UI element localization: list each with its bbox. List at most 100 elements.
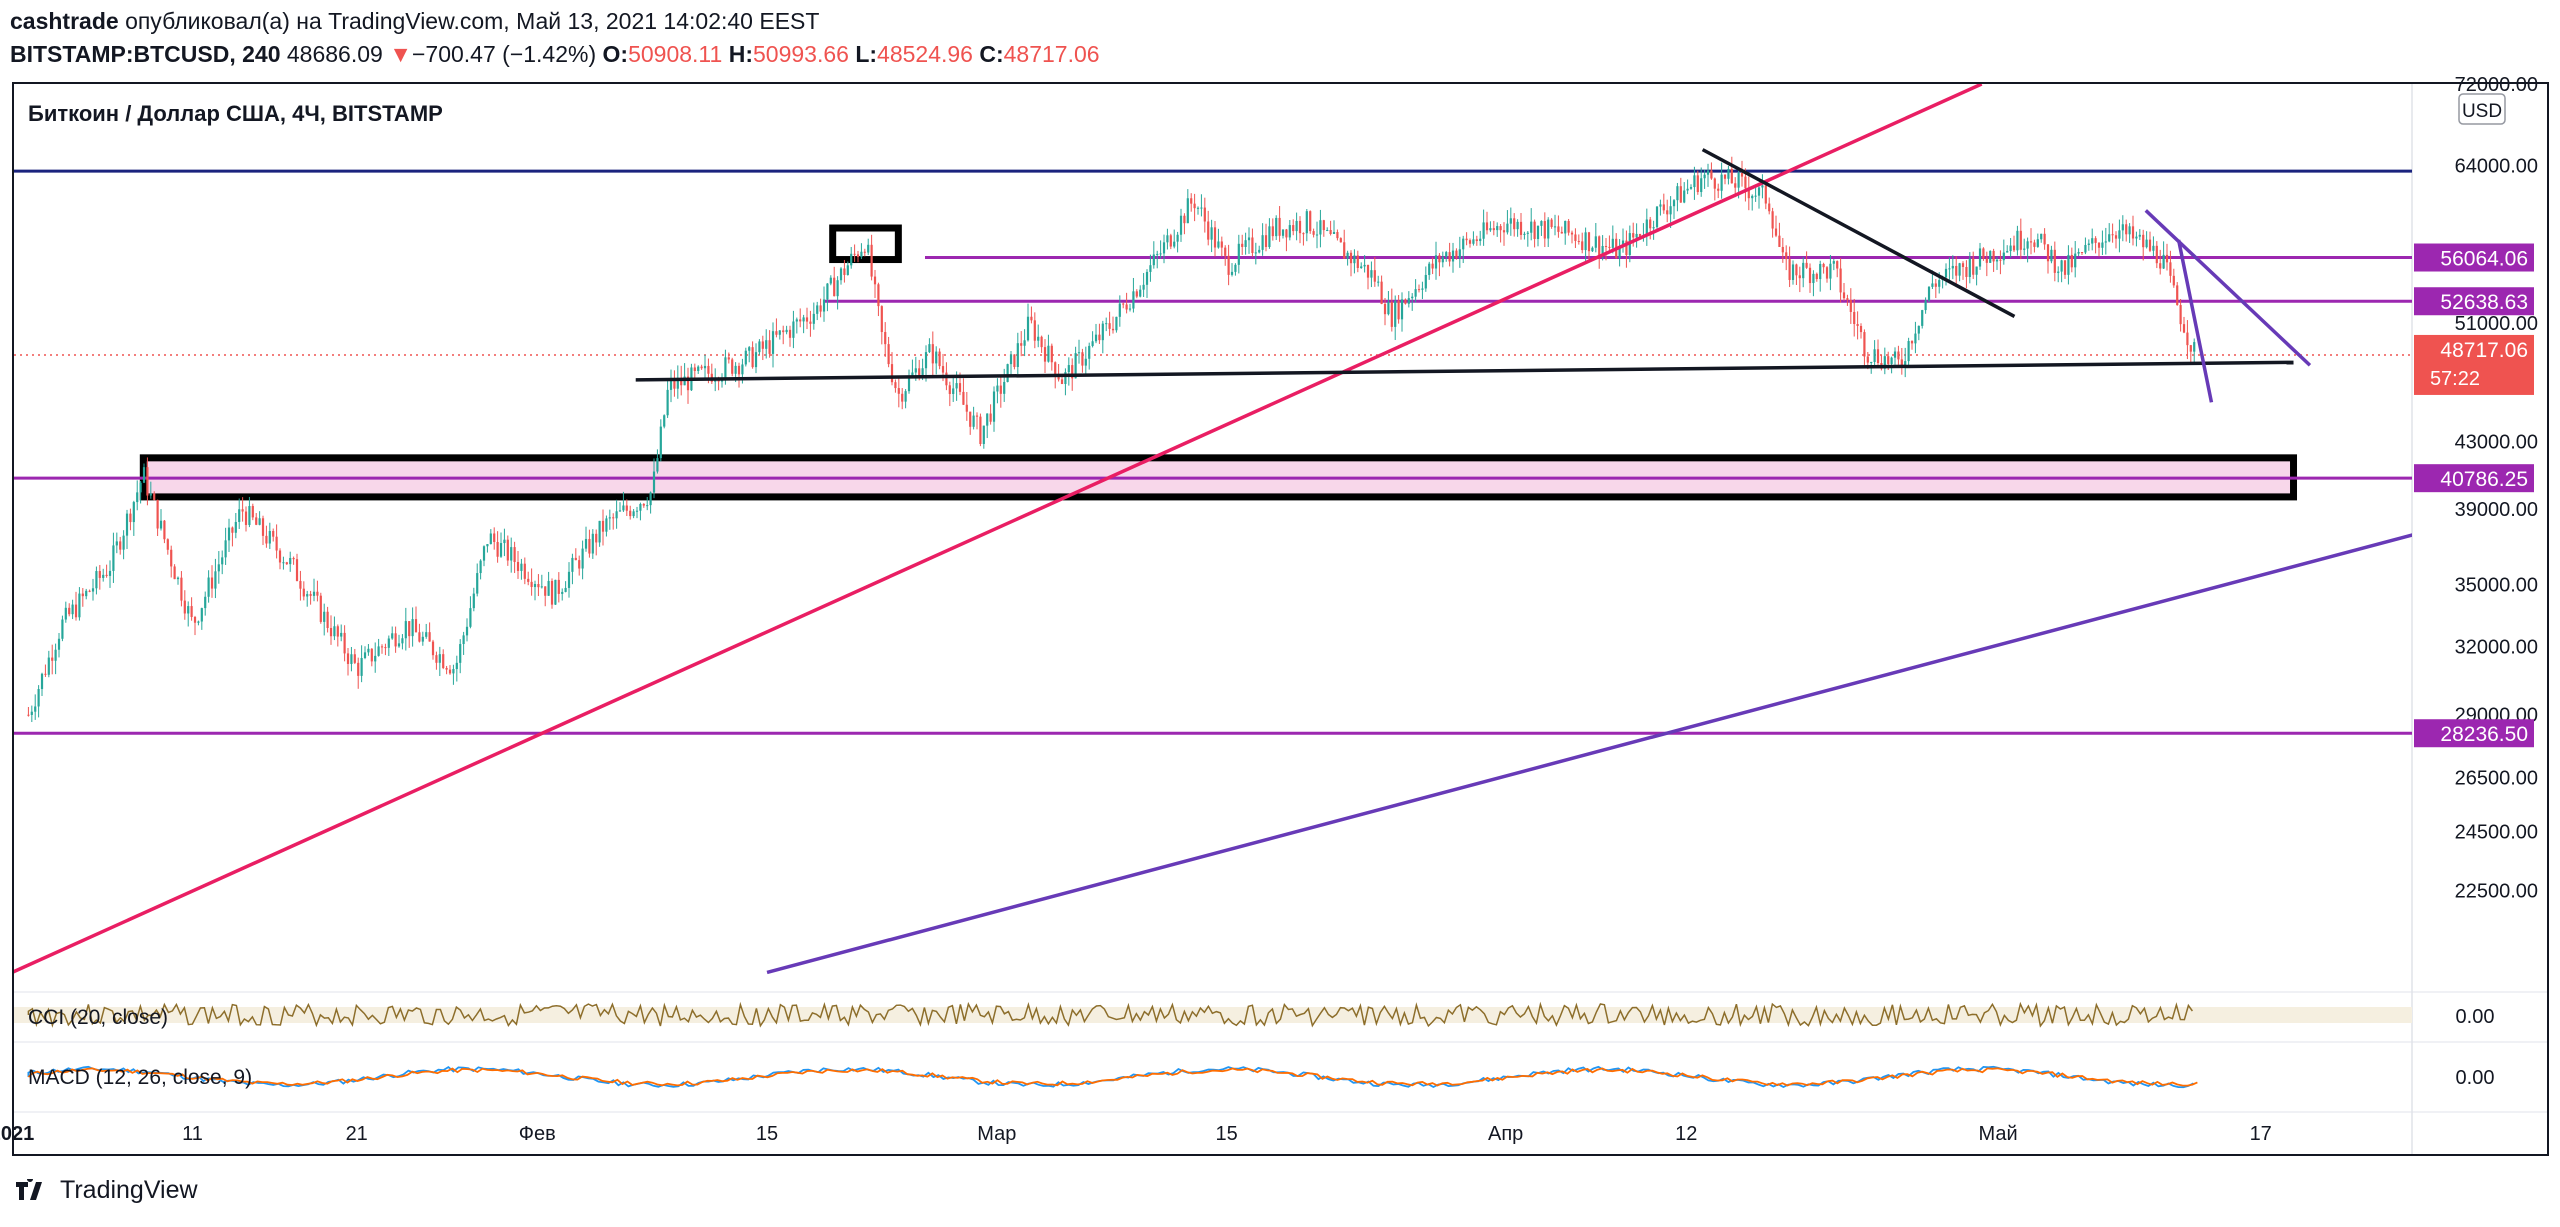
candle-body — [676, 377, 679, 389]
candle-body — [513, 547, 516, 562]
candle-body — [1785, 252, 1788, 260]
y-tick-label: 24500.00 — [2455, 822, 2538, 844]
candle-body — [656, 458, 659, 472]
candle-body — [1812, 273, 1815, 284]
candle-body — [890, 364, 894, 383]
candle-body — [533, 584, 537, 588]
candle-body — [1978, 248, 1982, 267]
currency-badge[interactable] — [2458, 93, 2506, 125]
candle-body — [1570, 232, 1574, 235]
candle-body — [530, 581, 533, 588]
candle-body — [523, 563, 526, 579]
candle-body — [1574, 234, 1577, 241]
candle-body — [1866, 356, 1869, 363]
candle-body — [1798, 275, 1801, 279]
candle-body — [44, 673, 47, 675]
candle-body — [1020, 343, 1023, 346]
main-pane[interactable] — [12, 84, 2441, 975]
candle-body — [479, 560, 482, 574]
y-tick-label: 72000.00 — [2455, 74, 2538, 96]
candle-body — [1982, 248, 1985, 259]
candle-body — [2094, 238, 2097, 243]
candle-body — [1972, 258, 1975, 275]
candle-body — [486, 544, 489, 547]
candle-body — [156, 499, 159, 529]
candle-body — [1128, 308, 1132, 310]
candle-body — [1050, 345, 1053, 363]
candle-body — [1519, 221, 1523, 235]
candle-body — [1023, 340, 1026, 346]
level-price-tag-label: 40786.25 — [2440, 468, 2528, 491]
candle-body — [411, 619, 414, 637]
candle-body — [1955, 265, 1958, 276]
candle-body — [493, 533, 496, 542]
candle-body — [1417, 289, 1421, 291]
candle-body — [1791, 264, 1795, 280]
y-tick-label: 64000.00 — [2455, 156, 2538, 178]
candle-body — [1468, 240, 1472, 244]
candle-body — [380, 646, 384, 648]
candle-body — [1101, 323, 1104, 341]
candle-body — [1706, 170, 1710, 175]
candle-body — [234, 521, 237, 533]
candle-body — [207, 577, 210, 597]
candle-body — [1003, 381, 1006, 394]
candle-body — [1207, 221, 1210, 240]
candle-body — [1927, 286, 1931, 301]
candle-body — [669, 379, 673, 390]
candle-body — [931, 344, 934, 364]
candle-body — [153, 493, 156, 500]
candle-body — [969, 411, 972, 427]
candle-body — [1370, 270, 1373, 278]
candle-body — [1411, 296, 1414, 299]
candle-body — [1638, 233, 1642, 237]
candle-body — [244, 511, 248, 525]
candle-body — [1536, 225, 1540, 239]
candle-body — [306, 594, 309, 597]
candle-body — [768, 340, 771, 354]
candle-body — [132, 502, 135, 523]
candle-body — [78, 593, 81, 618]
candle-body — [836, 280, 839, 297]
candle-body — [1540, 221, 1543, 226]
candle-body — [557, 579, 560, 594]
candle-body — [853, 253, 856, 255]
candle-body — [295, 559, 299, 581]
candle-body — [64, 607, 67, 620]
candle-body — [938, 351, 941, 367]
candle-body — [785, 329, 788, 333]
candle-body — [1407, 298, 1410, 304]
candle-body — [1686, 188, 1689, 191]
candle-body — [1717, 188, 1720, 191]
candle-body — [2057, 271, 2060, 273]
candle-body — [880, 306, 883, 333]
macd-signal-line — [27, 1067, 2198, 1087]
candle-body — [982, 425, 985, 444]
candle-body — [1173, 241, 1176, 247]
candle-body — [1921, 310, 1924, 326]
candle-body — [1737, 173, 1740, 188]
candle-body — [632, 511, 635, 517]
y-tick-label: 26500.00 — [2455, 767, 2538, 789]
candle-body — [870, 244, 873, 277]
author-name[interactable]: cashtrade — [10, 8, 119, 34]
candle-body — [2108, 234, 2111, 242]
currency-badge-label: USD — [2462, 101, 2502, 122]
candle-body — [1533, 221, 1536, 239]
candle-body — [1074, 353, 1077, 379]
candle-body — [1924, 300, 1927, 311]
candle-body — [1530, 221, 1533, 233]
candle-body — [251, 506, 254, 518]
candle-body — [537, 584, 540, 588]
candle-body — [700, 366, 703, 369]
candle-body — [625, 505, 628, 511]
candle-body — [1077, 352, 1081, 354]
chart-frame — [12, 82, 2549, 1156]
candle-body — [574, 557, 577, 561]
trendline — [1701, 148, 2016, 318]
candle-body — [1693, 175, 1696, 188]
candle-body — [445, 667, 448, 670]
candle-body — [421, 636, 424, 642]
candle-body — [180, 577, 183, 601]
